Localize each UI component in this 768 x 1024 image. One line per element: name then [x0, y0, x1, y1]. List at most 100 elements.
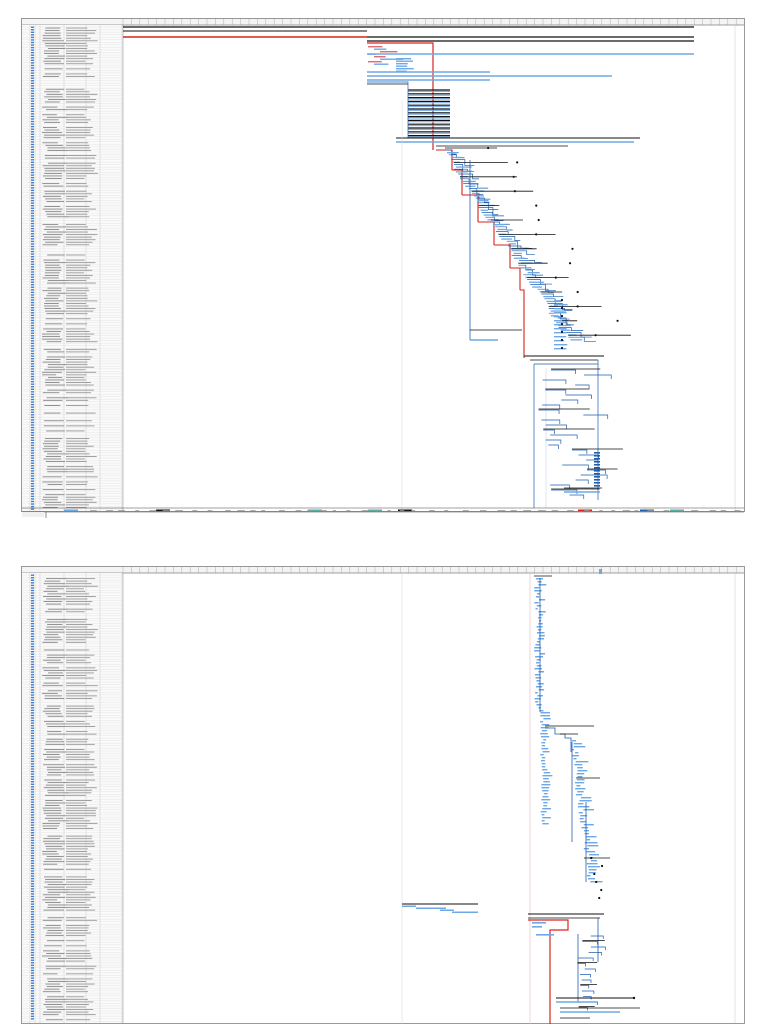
row-indicator-icon: [31, 90, 34, 92]
task-name-cell: [45, 879, 66, 880]
milestone-icon: [535, 233, 538, 236]
row-indicator-icon: [31, 419, 34, 421]
gantt-chart-1: [21, 18, 745, 518]
row-indicator-icon: [31, 69, 34, 72]
task-date-cell: [66, 40, 98, 42]
row-indicator-icon: [31, 258, 34, 260]
task-name-cell: [42, 165, 65, 167]
task-name-cell: [47, 662, 64, 664]
task-bar: [594, 485, 600, 487]
task-name-cell: [44, 155, 67, 156]
task-name-cell: [44, 170, 66, 172]
task-bar: [374, 63, 389, 65]
task-date-cell: [66, 127, 93, 128]
dependency-link: [545, 439, 562, 444]
row-indicator-icon: [31, 903, 34, 905]
row-indicator-icon: [31, 482, 34, 485]
task-name-cell: [44, 262, 66, 264]
task-date-cell: [66, 978, 93, 980]
dependency-link: [490, 221, 510, 225]
task-date-cell: [66, 456, 97, 457]
row-indicator-icon: [31, 388, 34, 390]
task-date-cell: [66, 58, 94, 60]
task-bar: [588, 872, 596, 874]
row-indicator-icon: [31, 217, 34, 220]
row-indicator-icon: [31, 227, 34, 230]
legend-label: [319, 510, 327, 511]
task-name-cell: [44, 303, 59, 304]
task-name-cell: [42, 991, 61, 993]
milestone-icon: [632, 996, 636, 1000]
task-name-cell: [45, 603, 62, 605]
task-bar: [534, 698, 541, 700]
row-indicator-icon: [31, 760, 34, 763]
task-name-cell: [46, 618, 68, 620]
task-name-cell: [45, 45, 65, 47]
task-bar: [575, 782, 585, 784]
task-date-cell: [66, 295, 88, 297]
legend-label: [663, 510, 670, 511]
task-date-cell: [66, 481, 88, 483]
task-name-cell: [45, 968, 61, 970]
task-bar: [594, 467, 600, 469]
row-indicator-icon: [31, 594, 34, 597]
task-name-cell: [44, 157, 65, 159]
task-bar: [538, 689, 545, 691]
task-name-cell: [42, 443, 59, 445]
chart-frame: [21, 18, 745, 512]
row-indicator-icon: [31, 875, 34, 877]
task-date-cell: [66, 851, 88, 852]
task-bar: [560, 329, 571, 331]
task-bar: [534, 647, 542, 649]
task-name-cell: [47, 672, 64, 674]
task-name-cell: [42, 371, 63, 373]
task-bar: [402, 905, 416, 907]
critical-path-line: [520, 289, 525, 358]
task-name-cell: [42, 338, 63, 340]
row-indicator-icon: [31, 166, 34, 169]
legend-label: [678, 510, 683, 511]
task-name-cell: [42, 119, 59, 121]
row-indicator-icon: [31, 722, 34, 724]
row-indicator-icon: [31, 949, 34, 951]
task-name-cell: [46, 856, 64, 857]
row-indicator-icon: [31, 480, 34, 482]
task-bar: [541, 745, 545, 747]
row-indicator-icon: [31, 97, 34, 100]
task-name-cell: [45, 88, 65, 90]
row-indicator-icon: [31, 261, 34, 263]
dependency-link: [542, 379, 567, 384]
task-date-cell: [66, 853, 92, 855]
task-name-cell: [42, 710, 61, 712]
row-indicator-icon: [31, 503, 34, 505]
row-indicator-icon: [31, 289, 34, 291]
task-date-cell: [66, 198, 85, 200]
task-bar: [543, 778, 549, 780]
milestone-icon: [516, 161, 519, 164]
task-date-cell: [66, 150, 91, 151]
row-indicator-icon: [31, 804, 34, 806]
dependency-link: [568, 336, 596, 342]
row-indicator-icon: [31, 133, 34, 135]
row-indicator-icon: [31, 207, 34, 209]
task-date-cell: [66, 955, 92, 957]
task-date-cell: [66, 292, 87, 294]
legend-label: [237, 510, 245, 511]
row-indicator-icon: [31, 307, 34, 309]
task-name-cell: [45, 983, 61, 985]
row-indicator-icon: [31, 34, 34, 36]
critical-path-line: [462, 194, 479, 222]
task-date-cell: [66, 229, 97, 230]
task-bar: [374, 56, 386, 58]
task-bar: [380, 58, 404, 60]
task-date-cell: [66, 297, 88, 299]
task-date-cell: [66, 626, 88, 628]
row-indicator-icon: [31, 44, 34, 46]
row-indicator-icon: [31, 964, 34, 967]
task-date-cell: [66, 608, 93, 610]
row-indicator-icon: [31, 791, 34, 793]
task-date-cell: [66, 195, 88, 197]
row-indicator-icon: [31, 182, 34, 184]
row-indicator-icon: [31, 992, 34, 995]
task-date-cell: [66, 438, 90, 440]
